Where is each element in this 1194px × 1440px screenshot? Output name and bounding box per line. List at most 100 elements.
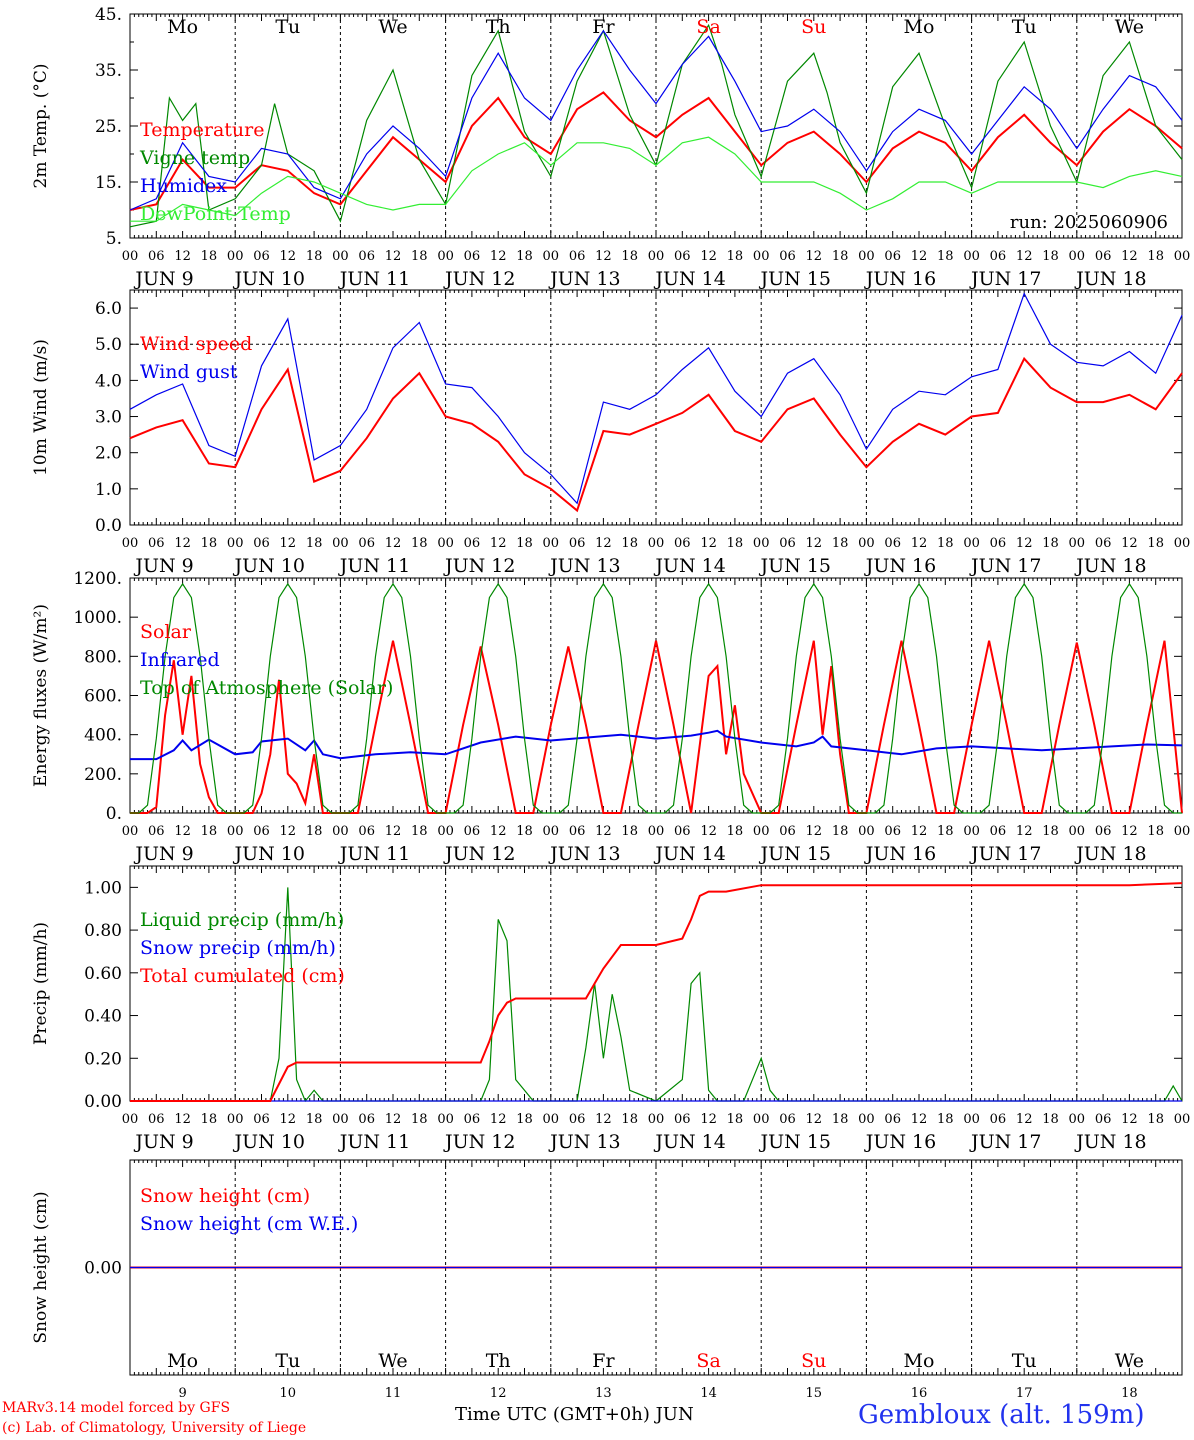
hour-label: 06	[569, 536, 586, 551]
day-name: Su	[801, 16, 826, 38]
hour-label: 12	[911, 824, 928, 839]
hour-label: 06	[464, 536, 481, 551]
hour-label: 00	[1069, 536, 1086, 551]
hour-label: 12	[911, 249, 928, 264]
day-number: 18	[1121, 1386, 1138, 1401]
hour-label: 18	[1042, 824, 1059, 839]
hour-label: 18	[411, 249, 428, 264]
hour-label: 12	[806, 249, 823, 264]
hour-label: 18	[201, 824, 218, 839]
date-label: JUN 14	[653, 1131, 725, 1153]
hour-label: 00	[648, 824, 665, 839]
hour-label: 06	[884, 824, 901, 839]
date-label: JUN 13	[548, 1131, 620, 1153]
day-name: We	[1115, 16, 1144, 38]
day-name: Mo	[904, 16, 935, 38]
hour-label: 00	[858, 824, 875, 839]
hour-label: 06	[569, 249, 586, 264]
hour-label: 12	[490, 249, 507, 264]
hour-label: 06	[884, 1112, 901, 1127]
hour-label: 00	[227, 249, 244, 264]
hour-label: 06	[674, 249, 691, 264]
hour-label: 06	[253, 536, 270, 551]
hour-label: 00	[1174, 1112, 1191, 1127]
y-tick-label: 25.	[95, 117, 122, 137]
day-number: 10	[280, 1386, 297, 1401]
hour-label: 12	[1121, 536, 1138, 551]
date-label: JUN 16	[864, 268, 936, 290]
date-label: JUN 13	[548, 268, 620, 290]
hour-label: 18	[621, 824, 638, 839]
hour-label: 18	[727, 824, 744, 839]
y-tick-label: 0.00	[84, 1259, 122, 1279]
legend-entry: Snow height (cm)	[140, 1185, 310, 1207]
hour-label: 18	[832, 536, 849, 551]
hour-label: 12	[595, 536, 612, 551]
hour-label: 06	[1095, 824, 1112, 839]
hour-label: 06	[779, 824, 796, 839]
hour-label: 12	[174, 1112, 191, 1127]
date-label: JUN 10	[233, 555, 305, 577]
hour-label: 12	[280, 536, 297, 551]
hour-label: 06	[569, 1112, 586, 1127]
hour-label: 18	[727, 1112, 744, 1127]
hour-label: 18	[306, 824, 323, 839]
hour-label: 06	[779, 249, 796, 264]
hour-label: 00	[332, 1112, 349, 1127]
date-label: JUN 18	[1074, 843, 1146, 865]
day-name: Su	[801, 1350, 826, 1372]
day-number: 17	[1016, 1386, 1033, 1401]
hour-label: 00	[543, 249, 560, 264]
date-label: JUN 14	[653, 555, 725, 577]
hour-label: 06	[779, 1112, 796, 1127]
date-label: JUN 17	[969, 843, 1041, 865]
hour-label: 00	[437, 249, 454, 264]
day-name: Tu	[1012, 1350, 1037, 1372]
y-tick-label: 400.	[84, 726, 122, 746]
series-line	[130, 640, 1183, 814]
hour-label: 00	[227, 824, 244, 839]
hour-label: 00	[648, 536, 665, 551]
hour-label: 12	[174, 536, 191, 551]
day-name: Th	[486, 16, 511, 38]
hour-label: 18	[411, 536, 428, 551]
hour-label: 00	[122, 249, 139, 264]
y-tick-label: 15.	[95, 173, 122, 193]
hour-label: 18	[201, 249, 218, 264]
hour-label: 18	[1147, 824, 1164, 839]
legend-entry: Solar	[140, 621, 192, 643]
hour-label: 00	[963, 1112, 980, 1127]
panel-3: 0. 200. 400. 600. 800. 1000. 1200. Energy fluxe…	[31, 569, 1190, 865]
hour-label: 18	[1147, 249, 1164, 264]
legend-entry: Wind gust	[140, 361, 238, 383]
hour-label: 06	[358, 824, 375, 839]
y-tick-label: 4.0	[95, 371, 122, 391]
date-label: JUN 9	[133, 268, 193, 290]
legend-entry: Top of Atmosphere (Solar)	[140, 677, 393, 699]
hour-label: 12	[806, 536, 823, 551]
date-label: JUN 12	[443, 1131, 515, 1153]
date-label: JUN 17	[969, 268, 1041, 290]
day-number: 12	[490, 1386, 507, 1401]
y-tick-label: 600.	[84, 687, 122, 707]
panel-2: 0.0 1.0 2.0 3.0 4.0 5.0 6.0 10m Wind (m/s) Wind …	[31, 289, 1190, 577]
hour-label: 18	[1042, 536, 1059, 551]
date-label: JUN 16	[864, 843, 936, 865]
hour-label: 12	[700, 536, 717, 551]
date-label: JUN 14	[653, 268, 725, 290]
hour-label: 18	[306, 249, 323, 264]
hour-label: 00	[963, 824, 980, 839]
series-line	[129, 23, 1183, 228]
legend-entry: Liquid precip (mm/h)	[140, 909, 344, 931]
y-tick-label: 200.	[84, 765, 122, 785]
hour-label: 18	[516, 1112, 533, 1127]
hour-label: 18	[1147, 536, 1164, 551]
hour-label: 00	[858, 536, 875, 551]
day-name: We	[378, 16, 407, 38]
y-tick-label: 35.	[95, 61, 122, 81]
hour-label: 18	[411, 1112, 428, 1127]
day-number: 15	[806, 1386, 823, 1401]
y-tick-label: 1000.	[73, 608, 122, 628]
day-name: We	[378, 1350, 407, 1372]
y-tick-label: 0.0	[95, 516, 122, 536]
